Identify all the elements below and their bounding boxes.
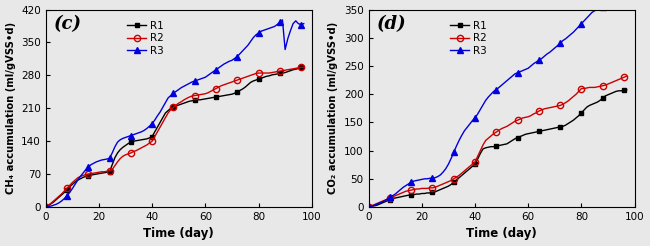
R3 [279, 18, 287, 21]
R3 [562, 37, 569, 40]
R2 [508, 122, 516, 124]
R1 [508, 139, 516, 142]
R2 [58, 192, 66, 195]
R2 [365, 206, 372, 209]
R2 [239, 77, 246, 80]
Y-axis label: CO₂ accumulation (ml/gVSS•d): CO₂ accumulation (ml/gVSS•d) [328, 22, 339, 194]
R3 [58, 200, 66, 202]
R3 [300, 22, 307, 25]
R1 [487, 145, 495, 148]
R1 [239, 88, 246, 91]
X-axis label: Time (day): Time (day) [466, 228, 537, 240]
Line: R2: R2 [43, 64, 307, 210]
R1 [365, 206, 372, 209]
R2 [204, 91, 212, 94]
R3 [487, 93, 495, 96]
R1 [623, 88, 630, 91]
R2 [300, 66, 307, 69]
R2 [381, 199, 389, 202]
R1 [185, 100, 193, 103]
R1 [527, 132, 535, 135]
R3 [508, 75, 516, 77]
R1 [381, 200, 389, 203]
R3 [63, 194, 71, 197]
Text: (c): (c) [54, 15, 82, 33]
R3 [239, 49, 246, 52]
Text: (d): (d) [376, 15, 406, 33]
R2 [487, 135, 495, 138]
R1 [300, 65, 307, 68]
R3 [204, 74, 212, 77]
R2 [185, 95, 193, 98]
Line: R3: R3 [43, 17, 307, 210]
R2 [164, 111, 172, 114]
R2 [623, 75, 630, 77]
R2 [297, 66, 305, 69]
R2 [527, 114, 535, 117]
R1 [204, 97, 212, 100]
R3 [42, 206, 49, 209]
Line: R1: R1 [366, 87, 629, 209]
Line: R2: R2 [365, 73, 630, 210]
R1 [164, 109, 172, 112]
R3 [527, 64, 535, 67]
X-axis label: Time (day): Time (day) [144, 228, 214, 240]
R1 [386, 198, 394, 201]
R2 [562, 101, 569, 104]
R2 [63, 187, 71, 190]
R3 [386, 196, 394, 199]
R3 [164, 96, 172, 99]
R1 [562, 124, 569, 127]
R3 [365, 206, 372, 209]
Y-axis label: CH₄ accumulation (ml/gVSS•d): CH₄ accumulation (ml/gVSS•d) [6, 22, 16, 194]
Line: R3: R3 [365, 0, 630, 210]
R1 [42, 206, 49, 209]
R1 [58, 193, 66, 196]
R2 [42, 206, 49, 209]
R2 [386, 197, 394, 200]
R3 [381, 199, 389, 202]
Legend: R1, R2, R3: R1, R2, R3 [125, 19, 166, 58]
Legend: R1, R2, R3: R1, R2, R3 [448, 19, 489, 58]
R1 [63, 188, 71, 191]
R3 [185, 82, 193, 85]
Line: R1: R1 [44, 64, 306, 209]
